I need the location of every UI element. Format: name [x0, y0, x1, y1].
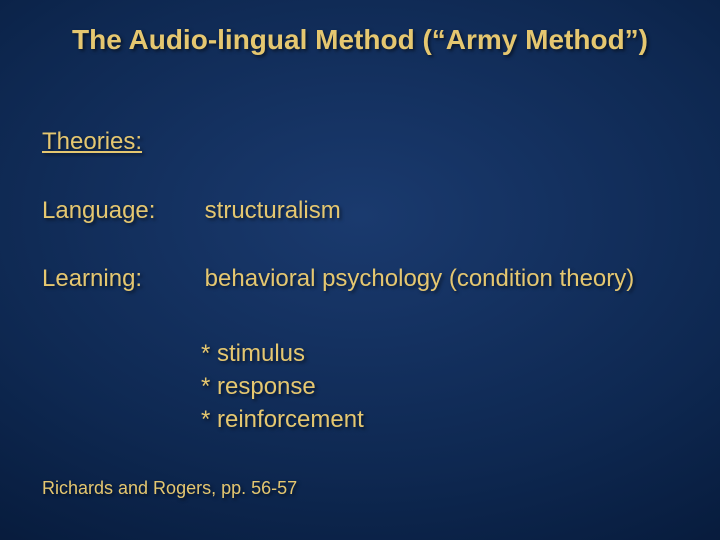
row-language-value: structuralism [205, 197, 341, 225]
bullet-reinforcement: * reinforcement [201, 403, 364, 436]
row-learning-label: Learning: [42, 265, 198, 293]
row-language-label: Language: [42, 197, 198, 225]
bullet-stimulus: * stimulus [201, 337, 364, 370]
bullet-list: * stimulus * response * reinforcement [201, 337, 364, 436]
section-heading-theories: Theories: [42, 128, 142, 156]
row-learning: Learning: behavioral psychology (conditi… [42, 265, 634, 293]
row-language: Language: structuralism [42, 197, 341, 225]
bullet-response: * response [201, 370, 364, 403]
slide-title: The Audio-lingual Method (“Army Method”) [30, 0, 690, 57]
row-learning-value: behavioral psychology (condition theory) [205, 265, 635, 293]
citation: Richards and Rogers, pp. 56-57 [42, 478, 297, 499]
